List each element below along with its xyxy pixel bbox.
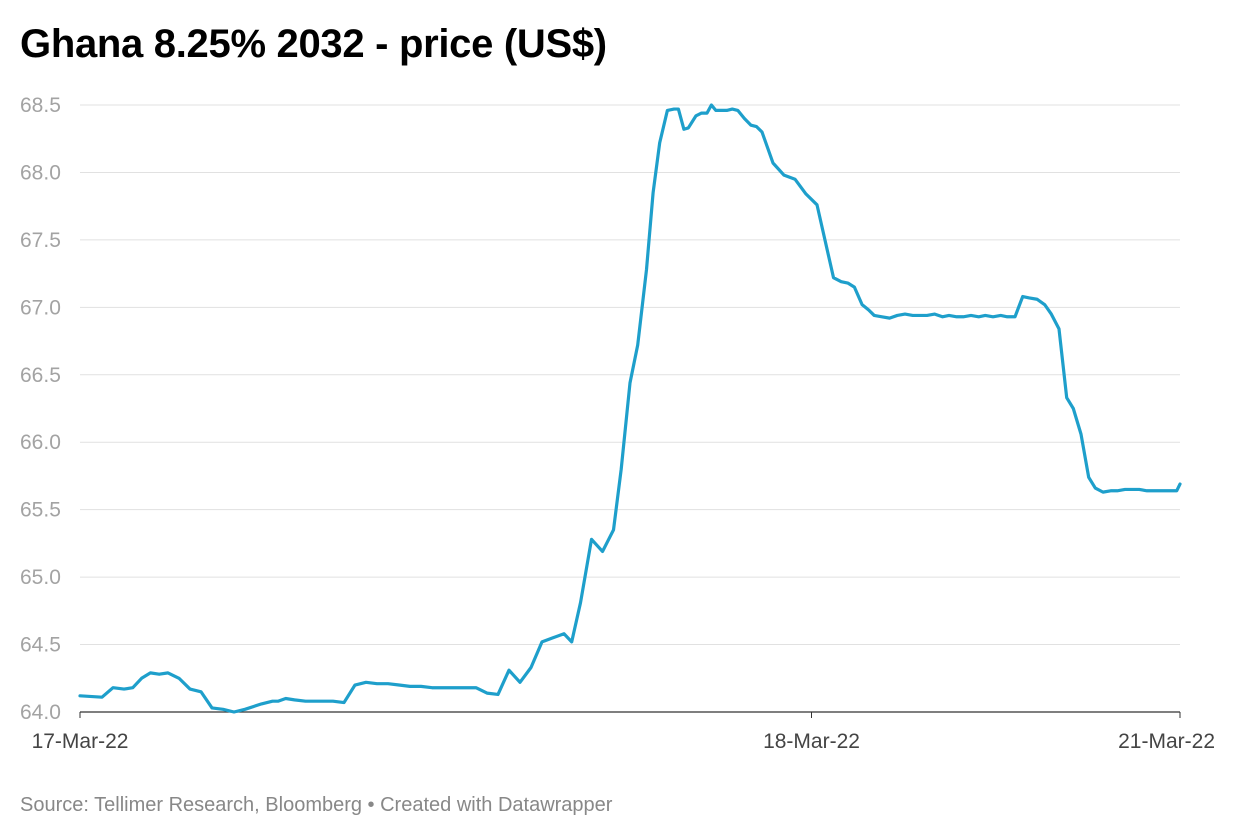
series-layer [78,103,1182,714]
price-line [78,103,1182,714]
y-tick-label: 66.0 [20,431,61,454]
x-tick-label: 21-Mar-22 [1118,730,1215,753]
y-tick-label: 67.5 [20,229,61,252]
y-axis-ticks: 64.0 64.5 65.0 65.5 66.0 66.5 67.0 67.5 68.0 68.5 [20,94,61,724]
y-tick-label: 64.0 [20,701,61,724]
x-tick-label: 18-Mar-22 [763,730,860,753]
gridlines [80,104,1180,713]
y-tick-label: 65.0 [20,566,61,589]
chart-title: Ghana 8.25% 2032 - price (US$) [20,22,607,66]
y-tick-label: 65.5 [20,499,61,522]
y-tick-label: 67.0 [20,296,61,319]
line-chart: 64.0 64.5 65.0 65.5 66.0 66.5 67.0 67.5 68.0 68.5… [20,94,1215,753]
y-tick-label: 68.5 [20,94,61,117]
y-tick-label: 64.5 [20,634,61,657]
y-tick-label: 68.0 [20,161,61,184]
y-tick-label: 66.5 [20,364,61,387]
x-axis-ticks: 17-Mar-22 18-Mar-22 21-Mar-22 [32,712,1215,753]
source-footer: Source: Tellimer Research, Bloomberg • C… [20,794,613,816]
x-tick-label: 17-Mar-22 [32,730,129,753]
